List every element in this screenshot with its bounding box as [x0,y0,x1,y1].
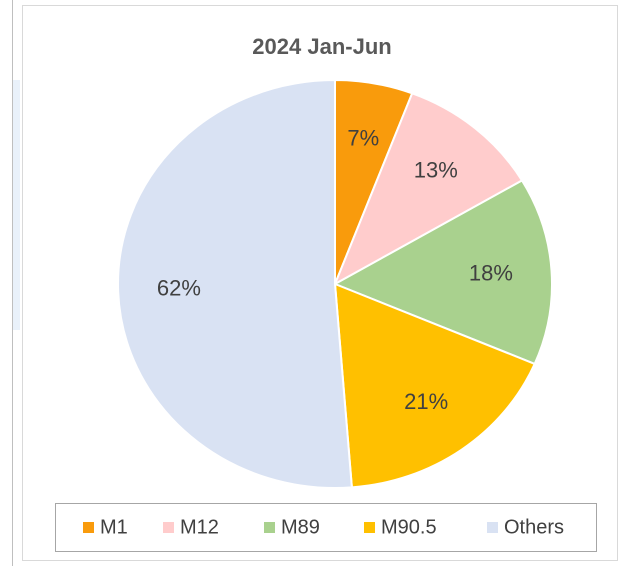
data-label: 62% [157,276,201,301]
legend-label: M89 [281,516,320,538]
legend-swatch [487,522,498,533]
legend-swatch [83,522,94,533]
data-label: 13% [414,158,458,183]
legend-swatch [364,522,375,533]
legend-swatch [163,522,174,533]
legend-label: M90.5 [381,516,437,538]
pie-slice [333,92,524,287]
legend-label: Others [504,516,564,538]
data-label: 21% [404,389,448,414]
side-strip [12,80,20,330]
legend-swatch [264,522,275,533]
pie-slice [117,78,353,489]
legend-label: M12 [180,516,219,538]
pie-slice [333,282,537,489]
legend-label: M1 [100,516,128,538]
legend-frame [55,503,597,552]
data-label: 18% [469,260,513,285]
chart-title: 2024 Jan-Jun [252,34,391,59]
data-label: 7% [347,125,379,150]
pie-slice [332,179,553,366]
